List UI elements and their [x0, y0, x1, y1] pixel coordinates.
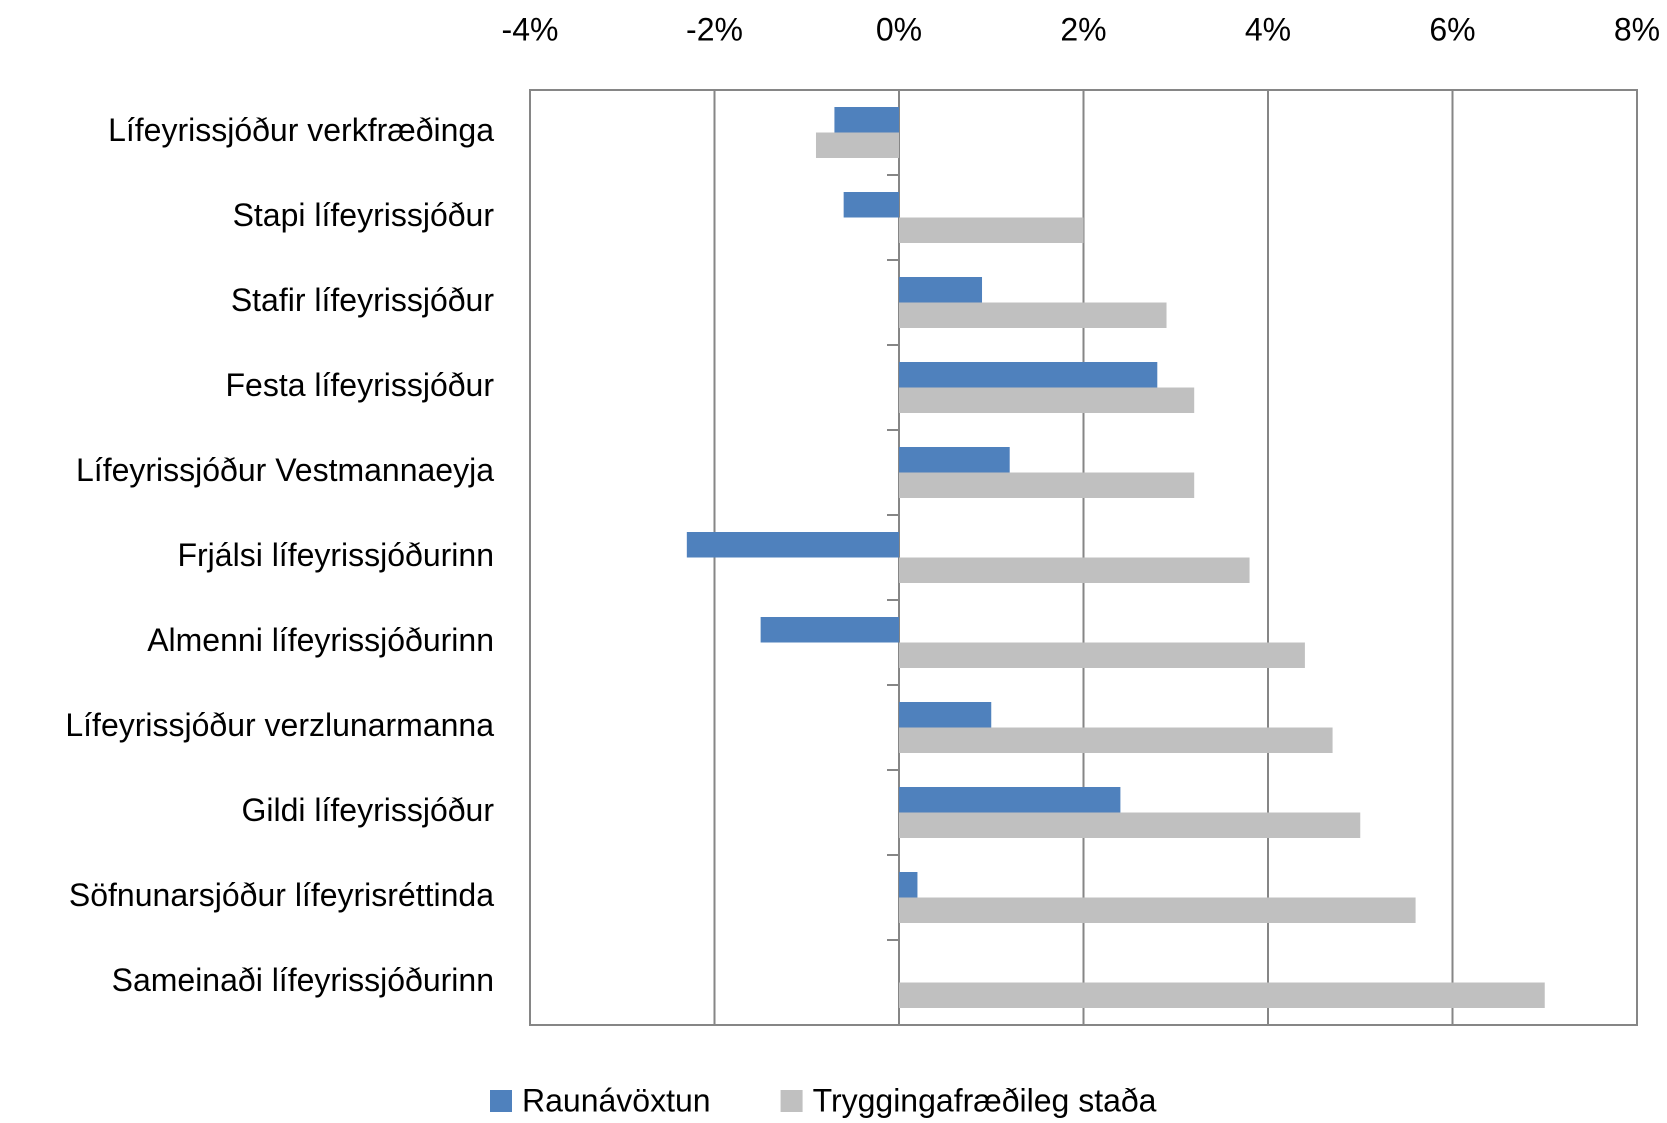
- bar: [899, 872, 918, 898]
- bar: [834, 107, 899, 133]
- bar: [899, 362, 1158, 388]
- y-tick-label: Söfnunarsjóður lífeyrisréttinda: [69, 877, 494, 913]
- x-tick-label: 4%: [1245, 11, 1291, 47]
- bar: [815, 132, 899, 158]
- y-tick-label: Almenni lífeyrissjóðurinn: [147, 622, 494, 658]
- y-tick-label: Stapi lífeyrissjóður: [233, 197, 495, 233]
- legend-swatch: [490, 1090, 512, 1112]
- y-tick-label: Lífeyrissjóður Vestmannaeyja: [76, 452, 494, 488]
- bar: [899, 277, 983, 303]
- y-tick-label: Stafir lífeyrissjóður: [231, 282, 495, 318]
- legend-label: Tryggingafræðileg staða: [813, 1082, 1157, 1118]
- x-tick-label: -2%: [686, 11, 743, 47]
- bar: [760, 617, 899, 643]
- x-tick-label: 8%: [1614, 11, 1660, 47]
- plot-border: [529, 89, 1638, 1026]
- bar: [899, 447, 1010, 473]
- bar: [899, 642, 1305, 668]
- bar: [899, 727, 1333, 753]
- bar: [899, 982, 1545, 1008]
- x-tick-label: 6%: [1429, 11, 1475, 47]
- bar: [899, 387, 1195, 413]
- legend-swatch: [780, 1090, 803, 1112]
- y-tick-label: Lífeyrissjóður verkfræðinga: [108, 112, 494, 148]
- bar: [899, 217, 1084, 243]
- y-tick-label: Gildi lífeyrissjóður: [241, 792, 494, 828]
- y-tick-label: Sameinaði lífeyrissjóðurinn: [112, 962, 494, 998]
- bar: [899, 787, 1121, 813]
- bar: [899, 302, 1167, 328]
- x-tick-label: 2%: [1060, 11, 1106, 47]
- y-tick-label: Festa lífeyrissjóður: [225, 367, 494, 403]
- legend-label: Raunávöxtun: [522, 1082, 711, 1118]
- y-tick-label: Lífeyrissjóður verzlunarmanna: [65, 707, 494, 743]
- bar: [686, 532, 899, 558]
- bar: [843, 192, 899, 218]
- y-tick-label: Frjálsi lífeyrissjóðurinn: [177, 537, 494, 573]
- x-tick-label: 0%: [876, 11, 922, 47]
- bar: [899, 472, 1195, 498]
- x-tick-label: -4%: [502, 11, 559, 47]
- bar: [899, 557, 1250, 583]
- bar: [899, 702, 992, 728]
- bar: [899, 897, 1416, 923]
- bar: [899, 812, 1361, 838]
